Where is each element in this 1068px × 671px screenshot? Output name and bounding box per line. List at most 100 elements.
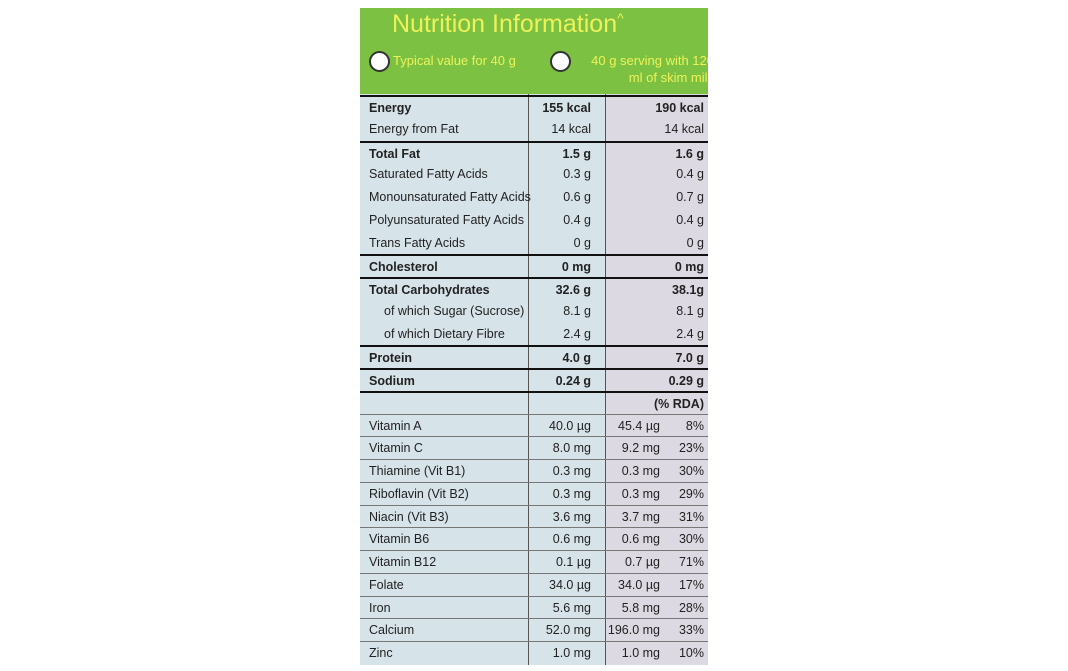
value: 34.0 µg bbox=[549, 577, 591, 592]
nutrient-name: Monounsaturated Fatty Acids bbox=[369, 190, 531, 204]
value: 38.1g bbox=[672, 283, 704, 297]
table-row: Energy 155 kcal 190 kcal bbox=[360, 95, 708, 118]
title-text: Nutrition Information bbox=[392, 10, 618, 38]
rda-value: 28% bbox=[678, 600, 704, 615]
table-row: Zinc 1.0 mg 1.0 mg 10% bbox=[360, 641, 708, 664]
value: 0.24 g bbox=[555, 374, 591, 388]
nutrient-name: Polyunsaturated Fatty Acids bbox=[369, 212, 524, 227]
value: 7.0 g bbox=[675, 351, 705, 366]
table-row: Total Fat 1.5 g 1.6 g bbox=[360, 140, 708, 164]
nutrient-name: Thiamine (Vit B1) bbox=[369, 464, 466, 478]
table-row: Cholesterol 0 mg 0 mg bbox=[360, 254, 708, 277]
column-divider bbox=[605, 94, 606, 665]
rda-value: 30% bbox=[678, 532, 704, 547]
value: 3.6 mg bbox=[552, 509, 591, 524]
table-row: Thiamine (Vit B1) 0.3 mg 0.3 mg 30% bbox=[360, 459, 708, 482]
nutrient-name: Energy bbox=[369, 101, 412, 115]
value: 190 kcal bbox=[655, 101, 704, 115]
value: 5.6 mg bbox=[552, 600, 591, 615]
value: 155 kcal bbox=[542, 101, 591, 115]
value: 32.6 g bbox=[555, 283, 591, 297]
table-row: Total Carbohydrates 32.6 g 38.1g bbox=[360, 277, 708, 300]
nutrient-name: Trans Fatty Acids bbox=[369, 235, 466, 250]
nutrient-name: Niacin (Vit B3) bbox=[369, 509, 449, 524]
value: 0 mg bbox=[561, 260, 591, 275]
table-row: Vitamin B12 0.1 µg 0.7 µg 71% bbox=[360, 550, 708, 573]
nutrient-name: Total Carbohydrates bbox=[369, 283, 490, 297]
table-row: Monounsaturated Fatty Acids 0.6 g 0.7 g bbox=[360, 186, 708, 209]
nutrient-name: Cholesterol bbox=[369, 260, 438, 275]
value: 1.0 mg bbox=[621, 646, 660, 660]
value: 14 kcal bbox=[551, 121, 591, 136]
value: 0.4 g bbox=[676, 212, 704, 227]
table-row: Energy from Fat 14 kcal 14 kcal bbox=[360, 118, 708, 141]
title: Nutrition Information^ bbox=[392, 10, 624, 39]
nutrient-name: Riboflavin (Vit B2) bbox=[369, 486, 469, 501]
value: 0.3 mg bbox=[621, 464, 660, 478]
rda-header: (% RDA) bbox=[654, 396, 704, 411]
table-row: Niacin (Vit B3) 3.6 mg 3.7 mg 31% bbox=[360, 504, 708, 528]
value: 52.0 mg bbox=[545, 623, 591, 638]
nutrient-name: Calcium bbox=[369, 623, 415, 638]
column-label: 40 g serving with 120 ml of skim milk bbox=[591, 53, 708, 85]
nutrient-name: Folate bbox=[369, 577, 404, 592]
table-row: Folate 34.0 µg 34.0 µg 17% bbox=[360, 572, 708, 596]
value: 0.4 g bbox=[563, 212, 591, 227]
rda-value: 31% bbox=[678, 509, 704, 524]
table-row: Polyunsaturated Fatty Acids 0.4 g 0.4 g bbox=[360, 209, 708, 232]
value: 0 mg bbox=[674, 260, 704, 275]
value: 1.5 g bbox=[562, 146, 592, 161]
value: 0.3 g bbox=[563, 167, 591, 182]
nutrient-name: Protein bbox=[369, 351, 413, 366]
radio bbox=[369, 51, 390, 72]
value: 2.4 g bbox=[676, 326, 704, 341]
column-divider bbox=[528, 94, 529, 665]
nutrient-name: Total Fat bbox=[369, 146, 421, 161]
table-row: Vitamin B6 0.6 mg 0.6 mg 30% bbox=[360, 527, 708, 550]
nutrient-name: of which Dietary Fibre bbox=[384, 326, 505, 341]
nutrient-name: of which Sugar (Sucrose) bbox=[384, 303, 525, 318]
nutrient-name: Energy from Fat bbox=[369, 121, 459, 136]
value: 0.29 g bbox=[668, 374, 704, 388]
value: 8.1 g bbox=[563, 303, 591, 318]
table-row: Sodium 0.24 g 0.29 g bbox=[360, 368, 708, 391]
value: 2.4 g bbox=[563, 326, 591, 341]
rda-value: 30% bbox=[678, 464, 704, 478]
value: 0.3 mg bbox=[552, 464, 591, 478]
value: 8.1 g bbox=[676, 303, 704, 318]
value: 34.0 µg bbox=[618, 577, 660, 592]
value: 8.0 mg bbox=[552, 441, 591, 456]
nutrient-name: Vitamin B6 bbox=[369, 532, 430, 547]
value: 40.0 µg bbox=[549, 418, 591, 433]
nutrient-name: Saturated Fatty Acids bbox=[369, 167, 488, 182]
rda-value: 29% bbox=[678, 486, 704, 501]
table-row: (% RDA) bbox=[360, 390, 708, 414]
value: 196.0 mg bbox=[607, 623, 660, 638]
rda-value: 10% bbox=[678, 646, 704, 660]
table-row: Trans Fatty Acids 0 g 0 g bbox=[360, 232, 708, 255]
value: 0 g bbox=[686, 235, 704, 250]
value: 0.4 g bbox=[676, 167, 704, 182]
nutrient-name: Sodium bbox=[369, 374, 415, 388]
value: 5.8 mg bbox=[621, 600, 660, 615]
nutrition-label: Nutrition Information^ Typical value for… bbox=[360, 8, 708, 665]
column-label: Typical value for 40 g bbox=[393, 53, 516, 68]
table-row: of which Sugar (Sucrose) 8.1 g 8.1 g bbox=[360, 300, 708, 323]
value: 3.7 mg bbox=[621, 509, 660, 524]
title-mark: ^ bbox=[617, 10, 624, 26]
nutrient-name: Iron bbox=[369, 600, 391, 615]
value: 0.3 mg bbox=[621, 486, 660, 501]
rda-value: 23% bbox=[678, 441, 704, 456]
value: 45.4 µg bbox=[618, 418, 660, 433]
value: 0.3 mg bbox=[552, 486, 591, 501]
table-row: Vitamin C 8.0 mg 9.2 mg 23% bbox=[360, 436, 708, 459]
column-bg bbox=[605, 94, 708, 665]
rda-value: 8% bbox=[685, 418, 704, 433]
table-row: of which Dietary Fibre 2.4 g 2.4 g bbox=[360, 323, 708, 346]
value: 14 kcal bbox=[664, 121, 704, 136]
rda-value: 17% bbox=[678, 577, 704, 592]
nutrient-name: Vitamin B12 bbox=[369, 555, 437, 569]
value: 0.1 µg bbox=[555, 555, 591, 569]
header: Nutrition Information^ Typical value for… bbox=[360, 8, 708, 94]
